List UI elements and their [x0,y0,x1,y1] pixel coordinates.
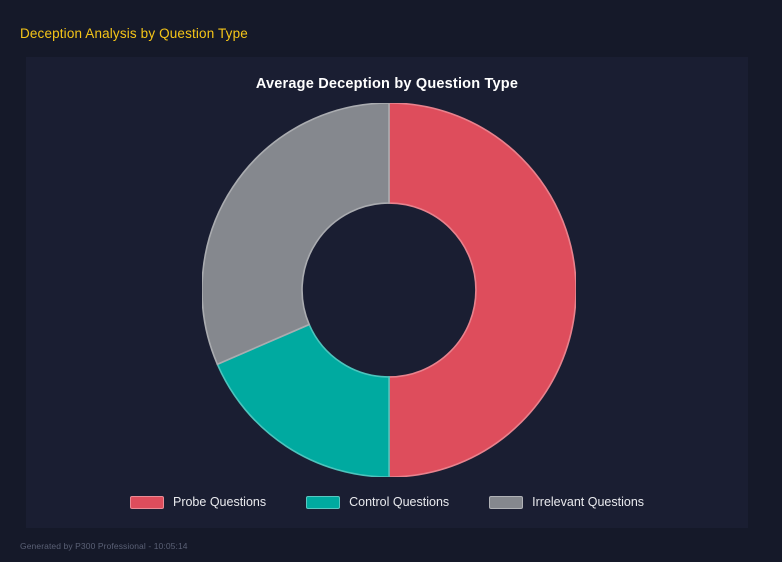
legend-label-probe-questions: Probe Questions [172,495,267,509]
chart-title: Average Deception by Question Type [255,76,519,92]
donut-slice-probe-questions[interactable] [388,103,576,477]
legend-label-control-questions: Control Questions [349,495,450,509]
legend-item-probe-questions[interactable]: Probe Questions [129,495,267,509]
page-title: Deception Analysis by Question Type [20,26,248,41]
legend-swatch-probe-questions [129,495,164,509]
report-panel: Average Deception by Question Type Probe… [26,57,748,528]
donut-chart-svg [202,103,576,477]
app-header: Deception Analysis by Question Type [0,0,782,57]
donut-chart [202,103,576,477]
donut-slice-irrelevant-questions[interactable] [202,103,390,366]
chart-legend: Probe Questions Control Questions Irrele… [26,495,748,509]
donut-slice-group [202,103,576,477]
legend-item-irrelevant-questions[interactable]: Irrelevant Questions [489,495,644,509]
legend-item-control-questions[interactable]: Control Questions [306,495,449,509]
donut-slice-control-questions[interactable] [216,323,390,477]
legend-swatch-irrelevant-questions [489,495,524,509]
legend-label-irrelevant-questions: Irrelevant Questions [532,495,645,509]
legend-swatch-control-questions [306,495,341,509]
generated-by-note: Generated by P300 Professional - 10:05:1… [20,541,188,551]
